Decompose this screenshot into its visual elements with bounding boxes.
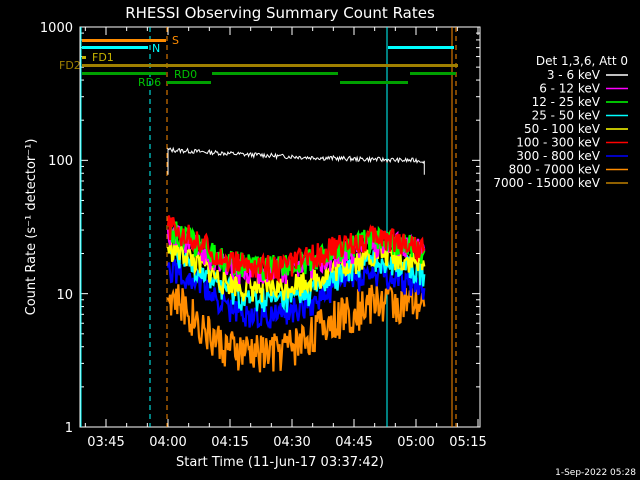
x-axis-label: Start Time (11-Jun-17 03:37:42)	[176, 455, 384, 470]
annotation-s: S	[172, 34, 179, 47]
annotation-fd1: FD1	[92, 51, 114, 64]
saa-bar	[82, 39, 166, 42]
legend-label: 12 - 25 keV	[532, 95, 601, 109]
series-line-50-100-keV	[166, 239, 426, 303]
x-tick-label: 05:15	[449, 435, 486, 450]
fd1-bar	[82, 56, 86, 59]
plot-frame	[79, 26, 481, 428]
legend-label: 3 - 6 keV	[547, 68, 601, 82]
x-tick-label: 04:15	[211, 435, 248, 450]
night-bar	[388, 46, 454, 49]
legend-label: 6 - 12 keV	[539, 82, 601, 96]
y-tick-label-1000: 1000	[40, 21, 73, 36]
y-axis-label: Count Rate (s⁻¹ detector⁻¹)	[24, 139, 39, 316]
x-tick-label: 03:45	[87, 435, 124, 450]
legend-label: 7000 - 15000 keV	[493, 176, 600, 190]
legend-label: 800 - 7000 keV	[509, 163, 601, 177]
series-layer	[166, 146, 426, 373]
x-tick-label: 04:45	[335, 435, 372, 450]
series-line-800-7000-keV	[166, 282, 426, 373]
y-tick-label-10: 10	[56, 288, 73, 303]
legend-title: Det 1,3,6, Att 0	[536, 54, 628, 68]
y-tick-label-100: 100	[48, 154, 73, 169]
legend-label: 50 - 100 keV	[524, 122, 601, 136]
chart-title: RHESSI Observing Summary Count Rates	[125, 4, 435, 22]
annotation-n: N	[152, 42, 160, 55]
legend-label: 300 - 800 keV	[516, 149, 600, 163]
state-markers: S N FD1 FD2 RD0 RD6	[59, 27, 458, 427]
footer-date: 1-Sep-2022 05:28	[555, 468, 636, 478]
x-tick-label: 04:00	[149, 435, 186, 450]
y-tick-label-1: 1	[65, 421, 73, 436]
series-line-25-50-keV	[167, 242, 426, 313]
annotation-rd6: RD6	[138, 76, 161, 89]
fd2-bar	[82, 64, 458, 67]
rd0-bar	[82, 72, 166, 75]
series-line-3-6-keV	[167, 146, 425, 175]
rd0-bar	[410, 72, 456, 75]
annotation-rd0: RD0	[174, 68, 197, 81]
night-bar	[82, 46, 148, 49]
legend-label: 25 - 50 keV	[532, 109, 601, 123]
series-line-100-300-keV	[166, 215, 426, 284]
legend-label: 100 - 300 keV	[516, 136, 600, 150]
annotation-fd2: FD2	[59, 59, 81, 72]
rd6-bar	[340, 81, 408, 84]
rd6-bar	[167, 81, 211, 84]
x-tick-label: 05:00	[397, 435, 434, 450]
x-tick-label: 04:30	[273, 435, 310, 450]
rd0-bar	[212, 72, 338, 75]
